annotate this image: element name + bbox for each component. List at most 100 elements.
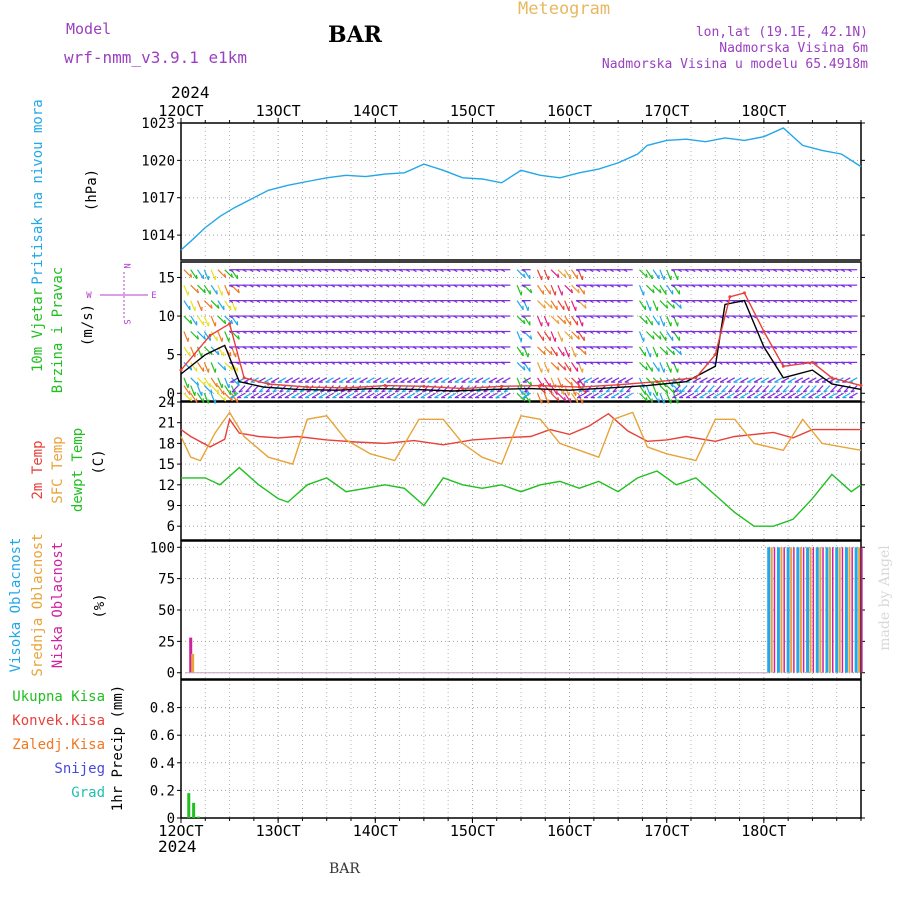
- series-point: [616, 383, 620, 387]
- wind-arrow-head: [779, 269, 784, 273]
- wind-arrow-head: [385, 315, 390, 319]
- wind-arrow-head: [283, 361, 288, 365]
- wind-arrow-head: [249, 330, 254, 334]
- wind-arrow: [550, 331, 556, 342]
- wind-arrow-head: [365, 300, 370, 304]
- wind-arrow-head: [497, 390, 502, 393]
- wind-arrow-head: [752, 361, 757, 365]
- wind-arrow: [183, 331, 189, 342]
- wind-arrow-head: [344, 346, 349, 350]
- wind-arrow: [645, 269, 653, 280]
- wind-arrow-head: [412, 269, 417, 273]
- x-tick-label: 12OCT: [158, 822, 203, 840]
- wind-arrow: [210, 331, 218, 341]
- wind-arrow: [447, 392, 457, 399]
- wind-arrow: [291, 392, 300, 399]
- wind-compass-icon: W E N S: [86, 263, 156, 324]
- precip-legend-item: Ukupna Kisa: [12, 689, 105, 705]
- wind-arrow: [835, 392, 844, 399]
- wind-arrow: [699, 377, 708, 383]
- wind-arrow-head: [603, 330, 608, 334]
- bar: [861, 547, 863, 673]
- wind-arrow: [516, 361, 526, 371]
- wind-arrow-head: [786, 361, 791, 365]
- wind-arrow-head: [378, 284, 383, 288]
- wind-arrow-head: [426, 346, 431, 350]
- wind-arrow-head: [460, 346, 465, 350]
- wind-arrow-head: [494, 346, 499, 350]
- wind-arrow-head: [385, 269, 390, 273]
- wind-arrow-head: [521, 361, 526, 365]
- wind-arrow: [537, 331, 545, 341]
- wind-arrow-head: [453, 269, 458, 273]
- wind-arrow-head: [460, 300, 465, 304]
- wind-arrow-head: [283, 300, 288, 304]
- wind-arrow-head: [680, 390, 685, 393]
- wind-arrow-head: [623, 300, 628, 304]
- wind-arrow-head: [752, 300, 757, 304]
- wind-arrow-head: [616, 315, 621, 319]
- wind-arrow-head: [759, 284, 764, 288]
- wind-arrow: [210, 393, 216, 404]
- wind-arrow-head: [619, 390, 624, 393]
- wind-arrow: [617, 392, 627, 399]
- wind-arrow-head: [242, 315, 247, 319]
- wind-arrow: [652, 269, 660, 280]
- wind-arrow-head: [603, 300, 608, 304]
- wind-arrow-head: [575, 315, 580, 319]
- series-line: [181, 466, 862, 527]
- wind-arrow: [224, 392, 233, 402]
- wind-arrow-head: [337, 284, 342, 288]
- wind-arrow-head: [582, 346, 587, 350]
- wind-arrow-head: [337, 315, 342, 319]
- wind-arrow: [768, 385, 776, 393]
- wind-arrow-head: [596, 346, 601, 350]
- wind-arrow-head: [672, 304, 676, 309]
- wind-arrow-head: [439, 300, 444, 304]
- wind-arrow-head: [612, 390, 617, 393]
- wind-arrow-head: [487, 284, 492, 288]
- wind-arrow: [326, 385, 334, 393]
- wind-arrow-head: [189, 319, 193, 325]
- wind-arrow-head: [371, 284, 376, 288]
- wind-arrow-head: [358, 284, 363, 288]
- wind-arrow: [406, 392, 416, 399]
- wind-arrow-head: [766, 284, 771, 288]
- wind-arrow: [814, 377, 824, 383]
- wind-arrow: [224, 385, 232, 396]
- compass-east: E: [151, 291, 156, 301]
- wind-arrow-head: [433, 315, 438, 319]
- wind-arrow-head: [405, 346, 410, 350]
- wind-arrow-head: [473, 269, 478, 273]
- wind-arrow-head: [796, 390, 801, 393]
- bar: [786, 547, 790, 673]
- wind-arrow-head: [223, 273, 227, 278]
- wind-arrow: [217, 377, 223, 389]
- wind-arrow: [659, 331, 667, 341]
- wind-arrow: [796, 385, 804, 393]
- wind-arrow-head: [691, 346, 696, 350]
- bar: [802, 547, 805, 673]
- wind-arrow: [502, 377, 511, 383]
- wind-arrow-head: [494, 361, 499, 365]
- wind-arrow: [224, 284, 230, 296]
- wind-arrow-head: [698, 269, 703, 273]
- wind-arrow: [645, 300, 652, 312]
- wind-arrow: [190, 362, 198, 372]
- wind-arrow-head: [732, 315, 737, 319]
- wind-arrow: [639, 269, 648, 278]
- wind-arrow-head: [460, 269, 465, 273]
- wind-arrow-head: [229, 269, 234, 273]
- wind-arrow-head: [223, 366, 227, 371]
- wind-arrow: [318, 392, 328, 399]
- wind-arrow-head: [446, 346, 451, 350]
- wind-arrow-head: [303, 315, 308, 319]
- series-point: [208, 333, 212, 337]
- wind-arrow: [652, 346, 658, 358]
- wind-arrow-head: [575, 284, 580, 288]
- wind-arrow-head: [399, 330, 404, 334]
- wind-arrow-head: [623, 269, 628, 273]
- wind-arrow-head: [705, 269, 710, 273]
- cloud-frame: [180, 540, 862, 680]
- wind-arrow: [536, 393, 543, 404]
